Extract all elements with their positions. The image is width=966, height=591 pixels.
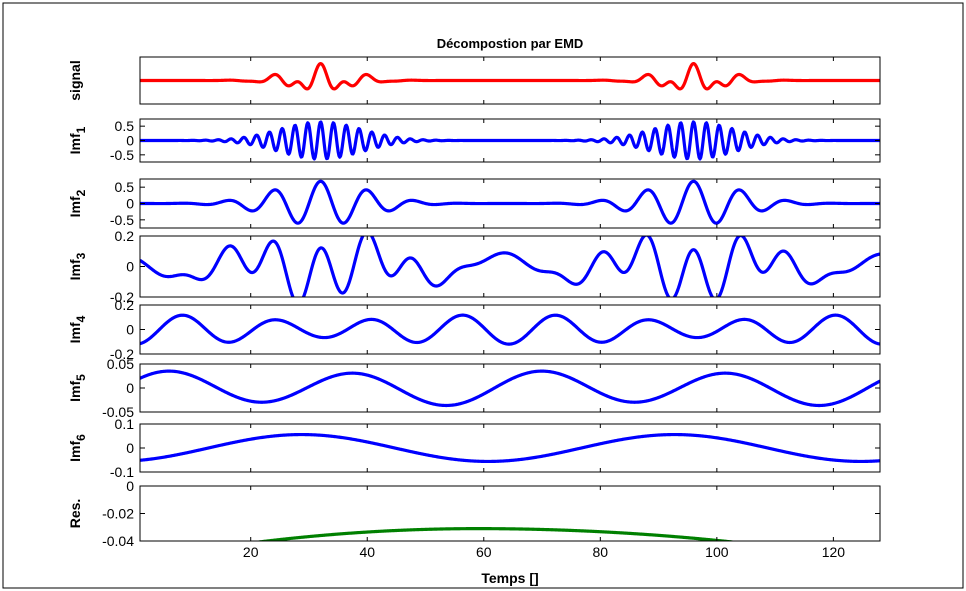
- imf4-ylabel-subscript: 4: [74, 315, 88, 322]
- imf2-ytick-label: 0.5: [115, 179, 135, 195]
- panel-signal: signal: [67, 56, 881, 105]
- signal-axes-box: [139, 56, 881, 105]
- imf4-ytick-label: 0: [126, 322, 134, 338]
- residual-ytick-label: 0: [126, 478, 134, 494]
- imf3-ylabel-subscript: 3: [74, 252, 88, 259]
- residual-ytick-label: -0.02: [102, 506, 134, 522]
- imf5-ylabel-subscript: 5: [74, 374, 88, 381]
- signal-ylabel: signal: [67, 60, 83, 100]
- xtick-label: 120: [822, 544, 846, 560]
- residual-series-line: [253, 527, 739, 541]
- imf1-ytick-label: -0.5: [110, 147, 134, 163]
- imf6-ytick-label: 0.1: [115, 416, 135, 432]
- imf6-ytick-label: 0: [126, 440, 134, 456]
- imf5-series-line: [140, 369, 880, 408]
- imf4-ytick-label: -0.2: [110, 346, 134, 362]
- imf2-ytick-label: -0.5: [110, 212, 134, 228]
- xtick-label: 40: [359, 544, 375, 560]
- imf5-ytick-label: 0.05: [107, 356, 134, 372]
- x-axis-label: Temps []: [481, 570, 538, 586]
- imf3-ytick-label: -0.2: [110, 289, 134, 305]
- panel-residual: 0 -0.02 -0.04 Res.: [67, 478, 881, 549]
- imf4-series-line: [140, 313, 880, 346]
- imf4-ytick-label: 0.2: [115, 297, 135, 313]
- x-axis: 20 40 60 80 100 120: [243, 544, 845, 560]
- imf5-ytick-label: -0.05: [102, 404, 134, 420]
- chart-title: Décompostion par EMD: [437, 36, 584, 51]
- xtick-label: 100: [705, 544, 729, 560]
- imf1-ytick-label: 0: [126, 133, 134, 149]
- imf2-ylabel-subscript: 2: [74, 189, 88, 196]
- imf6-series-line: [140, 432, 880, 464]
- imf1-ylabel-subscript: 1: [74, 126, 88, 133]
- imf6-ytick-label: -0.1: [110, 464, 134, 480]
- imf1-ytick-label: 0.5: [115, 118, 135, 134]
- imf2-ytick-label: 0: [126, 196, 134, 212]
- imf3-ytick-label: 0.2: [115, 228, 135, 244]
- imf3-ytick-label: 0: [126, 259, 134, 275]
- xtick-label: 80: [593, 544, 609, 560]
- signal-series-line: [140, 62, 880, 91]
- xtick-label: 20: [243, 544, 259, 560]
- imf2-series-line: [140, 179, 880, 225]
- imf6-ylabel-subscript: 6: [74, 434, 88, 441]
- residual-ytick-label: -0.04: [102, 533, 134, 549]
- subplot-stack: signal0.50-0.5Imf10.50-0.5Imf20.20-0.2Im…: [67, 56, 881, 549]
- imf3-series-line: [140, 236, 880, 297]
- imf1-series-line: [140, 120, 880, 161]
- xtick-label: 60: [476, 544, 492, 560]
- residual-ylabel: Res.: [67, 499, 83, 529]
- imf5-ytick-label: 0: [126, 380, 134, 396]
